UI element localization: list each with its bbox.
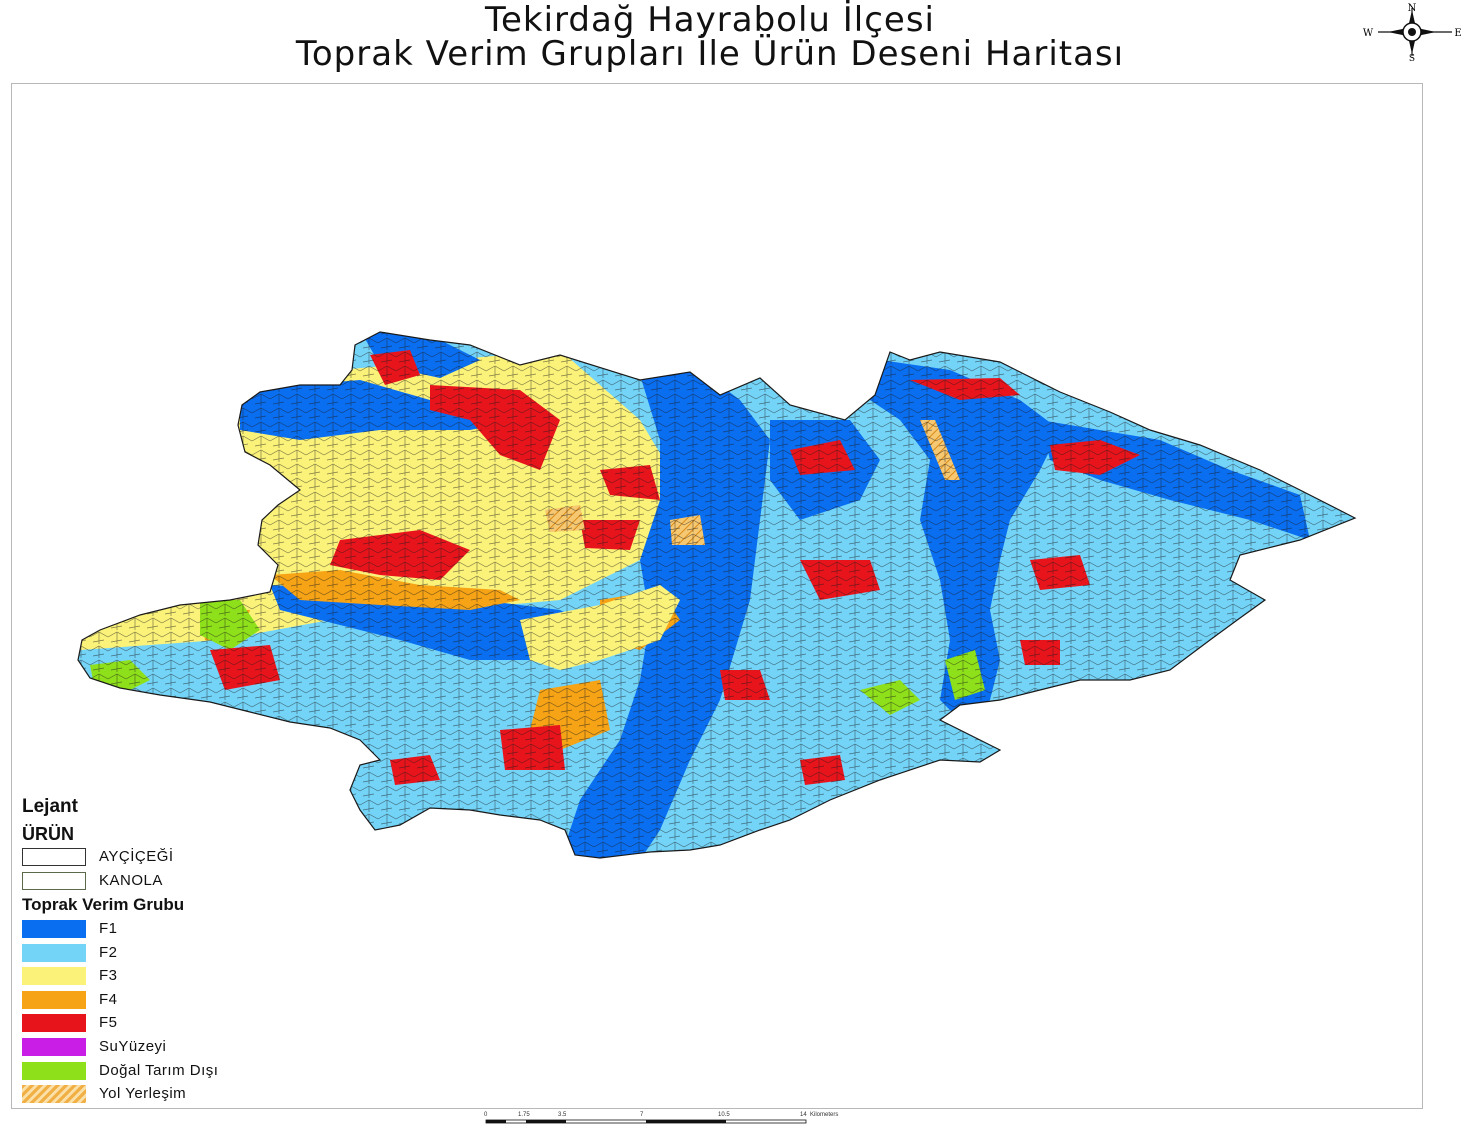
legend-soil-swatch [22, 920, 86, 938]
legend-crop-heading: ÜRÜN [22, 824, 74, 844]
compass-rose-icon: N S E W [1363, 3, 1462, 64]
legend-crop-label: AYÇİÇEĞİ [99, 848, 174, 865]
scale-tick-label: 7 [640, 1112, 644, 1118]
legend-soil-label: Doğal Tarım Dışı [99, 1061, 219, 1079]
legend-soil-swatch [22, 1038, 86, 1056]
legend-soil-label: Yol Yerleşim [99, 1085, 187, 1103]
compass-w: W [1363, 28, 1374, 39]
legend-soil-heading: Toprak Verim Grubu [22, 895, 185, 914]
crop-parcels-overlay [78, 332, 1355, 858]
district-boundary [77, 331, 1357, 859]
legend-soil-label: F4 [99, 990, 118, 1008]
scale-tick-label: 10.5 [718, 1112, 730, 1118]
soil-class-layer [78, 332, 1355, 858]
scale-tick-label: 3.5 [558, 1112, 567, 1118]
legend-soil-label: F1 [99, 920, 118, 937]
compass-n: N [1408, 3, 1417, 14]
legend-soil-swatch [22, 990, 86, 1009]
legend-soil-swatch [22, 967, 86, 986]
legend-soil-label: F2 [99, 943, 118, 961]
legend-soil-swatch [22, 1014, 86, 1033]
scale-tick-label: 0 [484, 1112, 488, 1118]
legend-crop-swatch [22, 848, 86, 866]
legend-soil-label: F5 [99, 1014, 118, 1032]
scale-unit-label: Kilometers [810, 1112, 839, 1118]
legend-crop-swatch [22, 872, 86, 890]
scale-tick-label: 14 [800, 1112, 807, 1118]
legend-soil-swatch [22, 1085, 86, 1104]
compass-e: E [1454, 28, 1461, 39]
legend-heading: Lejant [22, 796, 78, 817]
legend-soil-swatch [22, 943, 86, 962]
scale-bar-graphic [485, 1119, 807, 1124]
map-title-line-1: Tekirdağ Hayrabolu İlçesi [485, 0, 935, 40]
legend-soil-label: F3 [99, 967, 118, 985]
map-title-line-2: Toprak Verim Grupları İle Ürün Deseni Ha… [295, 34, 1125, 74]
legend-soil-swatch [22, 1061, 86, 1080]
legend-crop-label: KANOLA [99, 872, 163, 889]
compass-s: S [1409, 54, 1415, 62]
map-frame [11, 83, 1423, 1109]
legend-soil-label: SuYüzeyi [99, 1038, 167, 1055]
scale-tick-label: 1.75 [518, 1112, 530, 1118]
north-arrow-compass: N S E W [1356, 2, 1466, 64]
scale-bar: 0 1.75 3.5 7 10.5 14 Kilometers [480, 1112, 860, 1125]
